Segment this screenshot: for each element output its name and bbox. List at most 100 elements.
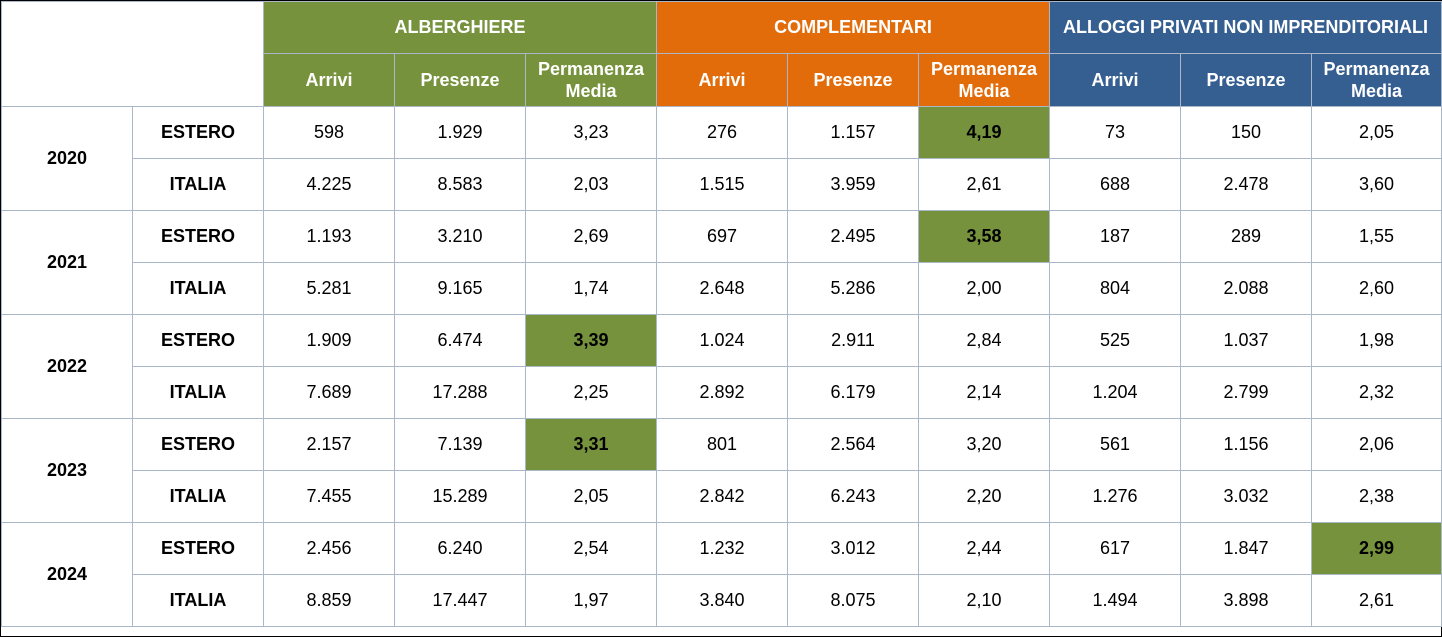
value-cell: 3,20 (918, 418, 1051, 471)
table-row: ITALIA 4.225 8.583 2,03 1.515 3.959 2,61 688 2.4… (2, 158, 1442, 211)
value-cell: 2,61 (918, 158, 1051, 211)
value-cell: 3.840 (656, 574, 789, 627)
origin-cell: ESTERO (132, 418, 264, 471)
table-row: 2021 ESTERO 1.193 3.210 2,69 697 2.495 3,58 187 2… (1, 210, 1442, 315)
value-cell: 3.210 (394, 210, 526, 263)
value-cell: 2,05 (1311, 106, 1442, 159)
subheader-arrivi: Arrivi (1049, 53, 1182, 107)
table-row: ITALIA 5.281 9.165 1,74 2.648 5.286 2,00 804 2.0… (2, 262, 1442, 315)
value-cell: 1,98 (1311, 314, 1442, 367)
value-cell: 1.157 (787, 106, 920, 159)
value-cell: 801 (656, 418, 789, 471)
value-cell: 1.193 (263, 210, 395, 263)
value-cell: 2.478 (1180, 158, 1313, 211)
group-header-complementari: COMPLEMENTARI (656, 1, 1051, 54)
value-cell: 3.959 (787, 158, 920, 211)
value-cell: 525 (1049, 314, 1182, 367)
value-cell: 1.929 (394, 106, 526, 159)
value-cell: 697 (656, 210, 789, 263)
group-header-row: ALBERGHIERE COMPLEMENTARI ALLOGGI PRIVAT… (1, 1, 1442, 107)
value-cell: 7.689 (263, 366, 395, 419)
value-cell: 5.281 (263, 262, 395, 315)
year-cell: 2024 (1, 522, 133, 627)
value-cell: 187 (1049, 210, 1182, 263)
subheader-permanenza-media: Permanenza Media (918, 53, 1051, 107)
value-cell: 1.515 (656, 158, 789, 211)
value-cell: 6.243 (787, 470, 920, 523)
highlighted-value-cell: 4,19 (918, 106, 1051, 159)
value-cell: 2.892 (656, 366, 789, 419)
origin-cell: ESTERO (132, 210, 264, 263)
value-cell: 8.075 (787, 574, 920, 627)
value-cell: 1.024 (656, 314, 789, 367)
highlighted-value-cell: 2,99 (1311, 522, 1442, 575)
value-cell: 5.286 (787, 262, 920, 315)
value-cell: 561 (1049, 418, 1182, 471)
value-cell: 9.165 (394, 262, 526, 315)
value-cell: 2,20 (918, 470, 1051, 523)
value-cell: 598 (263, 106, 395, 159)
origin-cell: ESTERO (132, 314, 264, 367)
subheader-arrivi: Arrivi (656, 53, 789, 107)
value-cell: 6.240 (394, 522, 526, 575)
value-cell: 688 (1049, 158, 1182, 211)
value-cell: 7.139 (394, 418, 526, 471)
value-cell: 3,60 (1311, 158, 1442, 211)
origin-cell: ESTERO (132, 106, 264, 159)
value-cell: 2,60 (1311, 262, 1442, 315)
value-cell: 4.225 (263, 158, 395, 211)
table-row: 2020 ESTERO 598 1.929 3,23 276 1.157 4,19 73 150 2… (1, 106, 1442, 211)
origin-cell: ITALIA (132, 262, 264, 315)
value-cell: 7.455 (263, 470, 395, 523)
value-cell: 1.494 (1049, 574, 1182, 627)
value-cell: 17.447 (394, 574, 526, 627)
subheader-presenze: Presenze (1180, 53, 1313, 107)
value-cell: 2.564 (787, 418, 920, 471)
corner-cell (1, 1, 264, 107)
table-row: ITALIA 7.455 15.289 2,05 2.842 6.243 2,20 1.276… (2, 470, 1442, 523)
origin-cell: ESTERO (132, 522, 264, 575)
value-cell: 2.495 (787, 210, 920, 263)
origin-cell: ITALIA (132, 574, 264, 627)
value-cell: 289 (1180, 210, 1313, 263)
value-cell: 1,74 (524, 262, 658, 315)
subheader-presenze: Presenze (787, 53, 920, 107)
year-cell: 2020 (1, 106, 133, 211)
year-cell: 2022 (1, 314, 133, 419)
value-cell: 2,84 (918, 314, 1051, 367)
table-row: ITALIA 7.689 17.288 2,25 2.892 6.179 2,14 1.204… (2, 366, 1442, 419)
value-cell: 6.179 (787, 366, 920, 419)
value-cell: 1.156 (1180, 418, 1313, 471)
value-cell: 617 (1049, 522, 1182, 575)
value-cell: 2.088 (1180, 262, 1313, 315)
value-cell: 73 (1049, 106, 1182, 159)
value-cell: 276 (656, 106, 789, 159)
value-cell: 1.204 (1049, 366, 1182, 419)
value-cell: 1,97 (524, 574, 658, 627)
subheader-row: Arrivi Presenze Permanenza Media Arrivi … (2, 53, 1442, 107)
highlighted-value-cell: 3,39 (524, 314, 658, 367)
value-cell: 2,06 (1311, 418, 1442, 471)
value-cell: 2.799 (1180, 366, 1313, 419)
value-cell: 804 (1049, 262, 1182, 315)
table-row: 2024 ESTERO 2.456 6.240 2,54 1.232 3.012 2,44 61… (1, 522, 1442, 627)
value-cell: 2.911 (787, 314, 920, 367)
origin-cell: ITALIA (132, 366, 264, 419)
group-header-alberghiere: ALBERGHIERE (262, 1, 658, 54)
value-cell: 3,23 (524, 106, 658, 159)
table-row: 2022 ESTERO 1.909 6.474 3,39 1.024 2.911 2,84 52… (1, 314, 1442, 419)
value-cell: 3.012 (787, 522, 920, 575)
value-cell: 8.859 (263, 574, 395, 627)
value-cell: 2,14 (918, 366, 1051, 419)
value-cell: 2,25 (524, 366, 658, 419)
value-cell: 3.032 (1180, 470, 1313, 523)
value-cell: 1.909 (263, 314, 395, 367)
highlighted-value-cell: 3,31 (524, 418, 658, 471)
value-cell: 2,69 (524, 210, 658, 263)
value-cell: 1.276 (1049, 470, 1182, 523)
table-body: 2020 ESTERO 598 1.929 3,23 276 1.157 4,19 73 150 2… (1, 106, 1442, 627)
table-row: ITALIA 8.859 17.447 1,97 3.840 8.075 2,10 1.494… (2, 574, 1442, 627)
group-header-alloggi-privati: ALLOGGI PRIVATI NON IMPRENDITORIALI (1049, 1, 1442, 54)
